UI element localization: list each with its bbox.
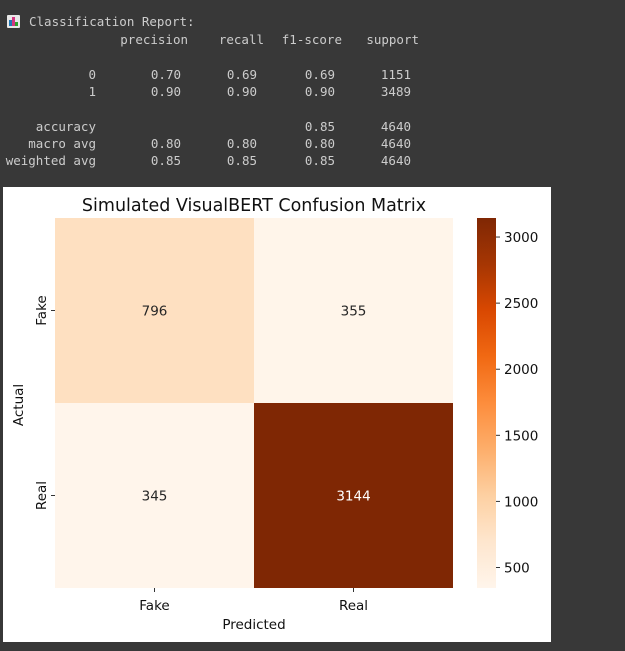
row-recall: 0.90: [226, 84, 257, 99]
summary-f1: 0.80: [304, 136, 335, 151]
confusion-matrix-chart: Simulated VisualBERT Confusion Matrix 79…: [11, 196, 538, 633]
summary-f1: 0.85: [304, 153, 335, 168]
heatmap-cell: [55, 218, 254, 403]
row-label: 0: [88, 67, 96, 82]
row-label: 1: [88, 84, 96, 99]
x-tick-label: Fake: [139, 598, 169, 614]
summary-label: weighted avg: [5, 153, 96, 168]
classification-report: Classification Report: precision recall …: [0, 0, 625, 180]
bar-chart-icon: [7, 15, 20, 28]
colorbar-tick-label: 1000: [504, 494, 538, 510]
colorbar: [477, 218, 496, 588]
summary-support: 4640: [380, 119, 411, 134]
y-axis-label: Actual: [11, 384, 27, 426]
summary-support: 4640: [380, 136, 411, 151]
cell-value-label: 3144: [336, 489, 370, 505]
summary-precision: 0.80: [150, 136, 181, 151]
y-tick-label: Fake: [34, 295, 50, 325]
colorbar-tick-label: 1500: [504, 428, 538, 444]
row-precision: 0.90: [150, 84, 181, 99]
chart-title: Simulated VisualBERT Confusion Matrix: [82, 196, 426, 216]
row-precision: 0.70: [150, 67, 181, 82]
header-f1-score: f1-score: [281, 32, 342, 47]
summary-support: 4640: [380, 153, 411, 168]
header-recall: recall: [218, 32, 264, 47]
y-tick-label: Real: [34, 481, 50, 510]
row-recall: 0.69: [226, 67, 257, 82]
summary-precision: 0.85: [150, 153, 181, 168]
report-title: Classification Report:: [29, 14, 195, 29]
row-f1: 0.90: [304, 84, 335, 99]
summary-recall: 0.85: [226, 153, 257, 168]
heatmap-cell: [254, 218, 453, 403]
colorbar-tick-label: 2500: [504, 296, 538, 312]
header-support: support: [366, 32, 419, 47]
heatmap-cell: [254, 403, 453, 588]
colorbar-tick-label: 500: [504, 561, 530, 577]
heatmap-cell: [55, 403, 254, 588]
cell-value-label: 345: [142, 489, 168, 505]
row-f1: 0.69: [304, 67, 335, 82]
header-precision: precision: [120, 32, 188, 47]
cell-value-label: 355: [341, 304, 367, 320]
cell-value-label: 796: [142, 304, 168, 320]
summary-label: accuracy: [35, 119, 96, 134]
confusion-matrix-figure: Simulated VisualBERT Confusion Matrix 79…: [3, 187, 551, 642]
summary-label: macro avg: [28, 136, 96, 151]
x-axis-label: Predicted: [222, 617, 285, 633]
row-support: 1151: [380, 67, 411, 82]
summary-f1: 0.85: [304, 119, 335, 134]
x-tick-label: Real: [339, 598, 368, 614]
summary-recall: 0.80: [226, 136, 257, 151]
row-support: 3489: [380, 84, 411, 99]
colorbar-tick-label: 3000: [504, 230, 538, 246]
colorbar-tick-label: 2000: [504, 362, 538, 378]
